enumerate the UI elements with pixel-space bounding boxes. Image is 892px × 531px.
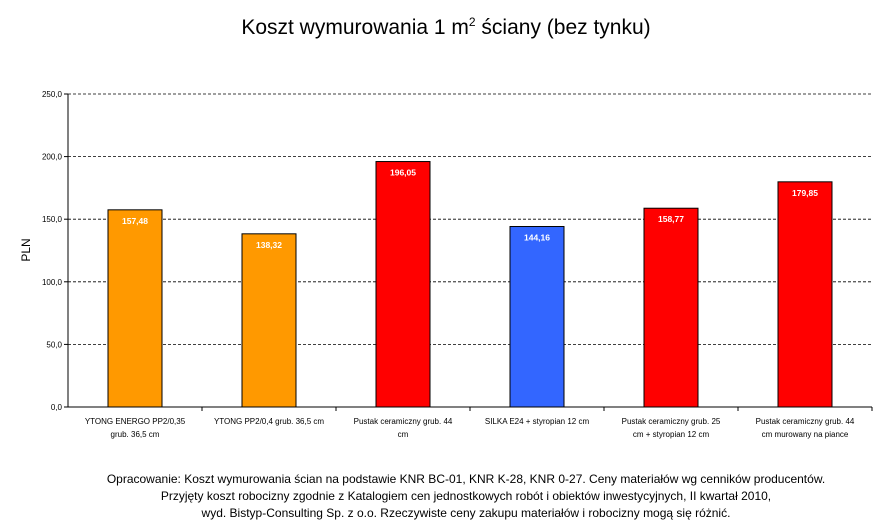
footer-line-3: wyd. Bistyp-Consulting Sp. z o.o. Rzeczy… xyxy=(201,506,731,520)
x-category-label: YTONG ENERGO PP2/0,35 xyxy=(85,417,186,426)
x-category-label: Pustak ceramiczny grub. 44 xyxy=(756,417,855,426)
bar xyxy=(509,226,565,408)
y-tick-labels: 0,0 50,0 100,0 150,0 200,0 250,0 xyxy=(42,90,63,412)
x-category-label: grub. 36,5 cm xyxy=(111,430,160,439)
data-label: 158,77 xyxy=(658,214,684,224)
chart-title-superscript: 2 xyxy=(468,15,476,29)
bar xyxy=(643,207,699,408)
bars xyxy=(107,161,833,408)
bar-chart: 0,0 50,0 100,0 150,0 200,0 250,0 YTONG ENERGO… xyxy=(19,90,873,439)
y-tick-label: 100,0 xyxy=(42,278,63,287)
data-label: 144,16 xyxy=(524,233,550,243)
y-tick-label: 0,0 xyxy=(51,403,63,412)
x-category-label: Pustak ceramiczny grub. 25 xyxy=(622,417,721,426)
bar xyxy=(241,233,297,408)
x-category-label: Pustak ceramiczny grub. 44 xyxy=(354,417,453,426)
data-label: 196,05 xyxy=(390,168,416,178)
chart-title-main: Koszt wymurowania 1 m xyxy=(241,16,469,39)
footer-line-2: Przyjęty koszt robocizny zgodnie z Katal… xyxy=(160,489,772,503)
x-category-labels: YTONG ENERGO PP2/0,35 grub. 36,5 cm YTONG … xyxy=(85,417,855,439)
y-tick-label: 50,0 xyxy=(46,340,62,349)
x-category-label: YTONG PP2/0,4 grub. 36,5 cm xyxy=(214,417,324,426)
data-label: 138,32 xyxy=(256,240,282,250)
gridlines xyxy=(68,93,872,345)
footer-line-1: Opracowanie: Koszt wymurowania ścian na … xyxy=(106,472,826,486)
bar xyxy=(375,161,431,408)
axes xyxy=(64,93,873,411)
x-category-label: cm xyxy=(398,430,409,439)
y-tick-label: 250,0 xyxy=(42,90,63,99)
data-labels: 157,48 138,32 196,05 144,16 158,77 179,85 xyxy=(122,168,818,250)
chart-title-rest: ściany (bez tynku) xyxy=(475,16,651,39)
y-axis-label: PLN xyxy=(19,238,33,261)
data-label: 179,85 xyxy=(792,188,818,198)
footer-note: Opracowanie: Koszt wymurowania ścian na … xyxy=(0,471,892,522)
x-category-label: cm + styropian 12 cm xyxy=(633,430,710,439)
x-category-label: cm murowany na piance xyxy=(762,430,849,439)
bar xyxy=(777,181,833,408)
bar xyxy=(107,209,163,408)
chart-title: Koszt wymurowania 1 m2 ściany (bez tynku… xyxy=(0,16,892,40)
y-tick-label: 200,0 xyxy=(42,153,63,162)
x-category-label: SILKA E24 + styropian 12 cm xyxy=(485,417,590,426)
y-tick-label: 150,0 xyxy=(42,215,63,224)
data-label: 157,48 xyxy=(122,216,148,226)
